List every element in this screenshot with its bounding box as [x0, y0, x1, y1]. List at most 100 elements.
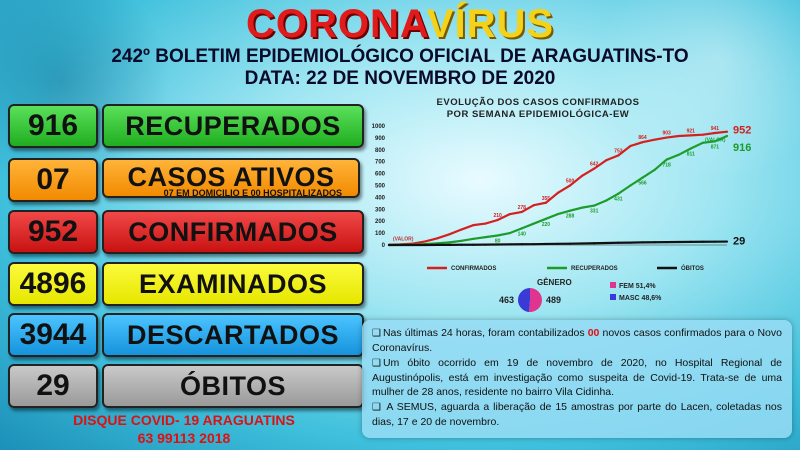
- data-label: 871: [711, 144, 720, 150]
- data-point: [581, 174, 584, 177]
- data-point: [581, 242, 584, 245]
- data-point: [617, 241, 620, 244]
- data-point: [593, 242, 596, 245]
- legend-item: CONFIRMADOS: [451, 266, 496, 272]
- new-cases-count: 00: [587, 327, 600, 339]
- chart-title: EVOLUÇÃO DOS CASOS CONFIRMADOS POR SEMAN…: [408, 97, 668, 121]
- data-point: [556, 242, 560, 245]
- data-label: 718: [662, 163, 671, 169]
- stat-value: 07: [8, 158, 98, 202]
- data-point: [532, 243, 535, 246]
- stat-note: 07 EM DOMICILIO E 00 HOSPITALIZADOS: [163, 188, 342, 198]
- valor-label: (VALOR): [705, 137, 726, 143]
- data-label: 500: [566, 179, 575, 185]
- y-tick-label: 400: [375, 195, 386, 201]
- title-virus: VÍRUS: [426, 2, 555, 46]
- data-point: [424, 243, 427, 247]
- data-point: [713, 131, 717, 135]
- data-point: [448, 233, 451, 236]
- pie-slice: [518, 288, 530, 312]
- legend-swatch: [610, 282, 616, 288]
- series-line-1: [388, 134, 728, 247]
- data-point: [496, 243, 499, 246]
- data-point: [544, 217, 548, 220]
- gender-right-value: 489: [546, 295, 561, 305]
- data-point: [641, 141, 644, 144]
- data-point: [460, 243, 463, 246]
- data-label: 288: [566, 214, 575, 220]
- end-label-confirmados: 952: [733, 125, 751, 137]
- data-point: [448, 243, 451, 246]
- data-point: [629, 184, 632, 187]
- data-point: [556, 191, 560, 194]
- y-tick-label: 200: [375, 219, 386, 225]
- legend-item: RECUPERADOS: [571, 266, 618, 272]
- data-point: [617, 192, 620, 195]
- data-point: [617, 154, 620, 157]
- data-point: [496, 218, 499, 222]
- data-point: [713, 140, 717, 143]
- chart-title-line1: EVOLUÇÃO DOS CASOS CONFIRMADOS: [436, 97, 640, 108]
- data-label: 941: [711, 126, 720, 132]
- data-point: [605, 241, 608, 245]
- data-point: [689, 240, 692, 244]
- checkbox-icon: ❑: [372, 328, 381, 339]
- info-paragraph-1: ❑ Nas últimas 24 horas, foram contabiliza…: [372, 327, 782, 354]
- y-tick-label: 800: [375, 148, 386, 154]
- data-point: [520, 210, 523, 214]
- data-point: [399, 243, 403, 247]
- stat-label: RECUPERADOS: [102, 104, 364, 148]
- hotline-phone: 63 99113 2018: [137, 430, 231, 446]
- data-point: [520, 227, 523, 230]
- data-point: [436, 237, 439, 240]
- data-point: [629, 241, 632, 244]
- data-point: [641, 241, 644, 244]
- data-point: [424, 240, 427, 243]
- legend-swatch: [610, 294, 616, 300]
- data-point: [556, 212, 560, 216]
- data-point: [544, 242, 548, 246]
- stat-label: ÓBITOS: [102, 364, 364, 408]
- gender-title: GÊNERO: [537, 278, 572, 287]
- y-tick-label: 900: [375, 136, 386, 142]
- page-title: CORONAVÍRUS: [0, 2, 800, 46]
- data-point: [605, 199, 608, 202]
- gender-left-value: 463: [499, 295, 514, 305]
- data-point: [701, 141, 704, 144]
- data-point: [496, 234, 499, 237]
- data-point: [508, 232, 511, 235]
- data-label: 331: [590, 209, 599, 215]
- stat-value: 3944: [8, 313, 98, 357]
- data-label: 864: [638, 135, 647, 141]
- checkbox-icon: ❑: [372, 402, 381, 413]
- data-point: [508, 213, 511, 216]
- y-tick-label: 0: [382, 243, 386, 249]
- data-point: [484, 243, 487, 246]
- y-tick-label: 700: [375, 160, 386, 166]
- data-point: [568, 184, 572, 187]
- data-point: [665, 158, 668, 161]
- title-corona: CORONA: [245, 2, 427, 46]
- data-point: [484, 222, 487, 225]
- data-point: [460, 228, 463, 231]
- hotline-title: DISQUE COVID- 19 ARAGUATINS: [73, 412, 295, 428]
- data-point: [725, 130, 729, 133]
- info-paragraph-3: ❑ A SEMUS, aguarda a liberação de 15 amo…: [372, 401, 782, 428]
- gender-legend-item: FEM 51,4%: [619, 283, 656, 290]
- data-point: [472, 237, 475, 240]
- data-label: 811: [687, 151, 695, 157]
- data-label: 753: [614, 148, 623, 154]
- valor-label: (VALOR): [393, 237, 414, 243]
- data-point: [448, 241, 451, 244]
- data-point: [689, 147, 692, 150]
- data-point: [665, 136, 668, 139]
- stat-value: 29: [8, 364, 98, 408]
- data-point: [677, 153, 680, 156]
- bulletin-date: DATA: 22 DE NOVEMBRO DE 2020: [244, 68, 556, 89]
- stat-value: 952: [8, 210, 98, 254]
- data-point: [725, 240, 729, 243]
- data-point: [593, 167, 596, 170]
- data-point: [532, 204, 535, 207]
- data-label: 642: [590, 162, 599, 168]
- y-tick-label: 100: [375, 231, 386, 237]
